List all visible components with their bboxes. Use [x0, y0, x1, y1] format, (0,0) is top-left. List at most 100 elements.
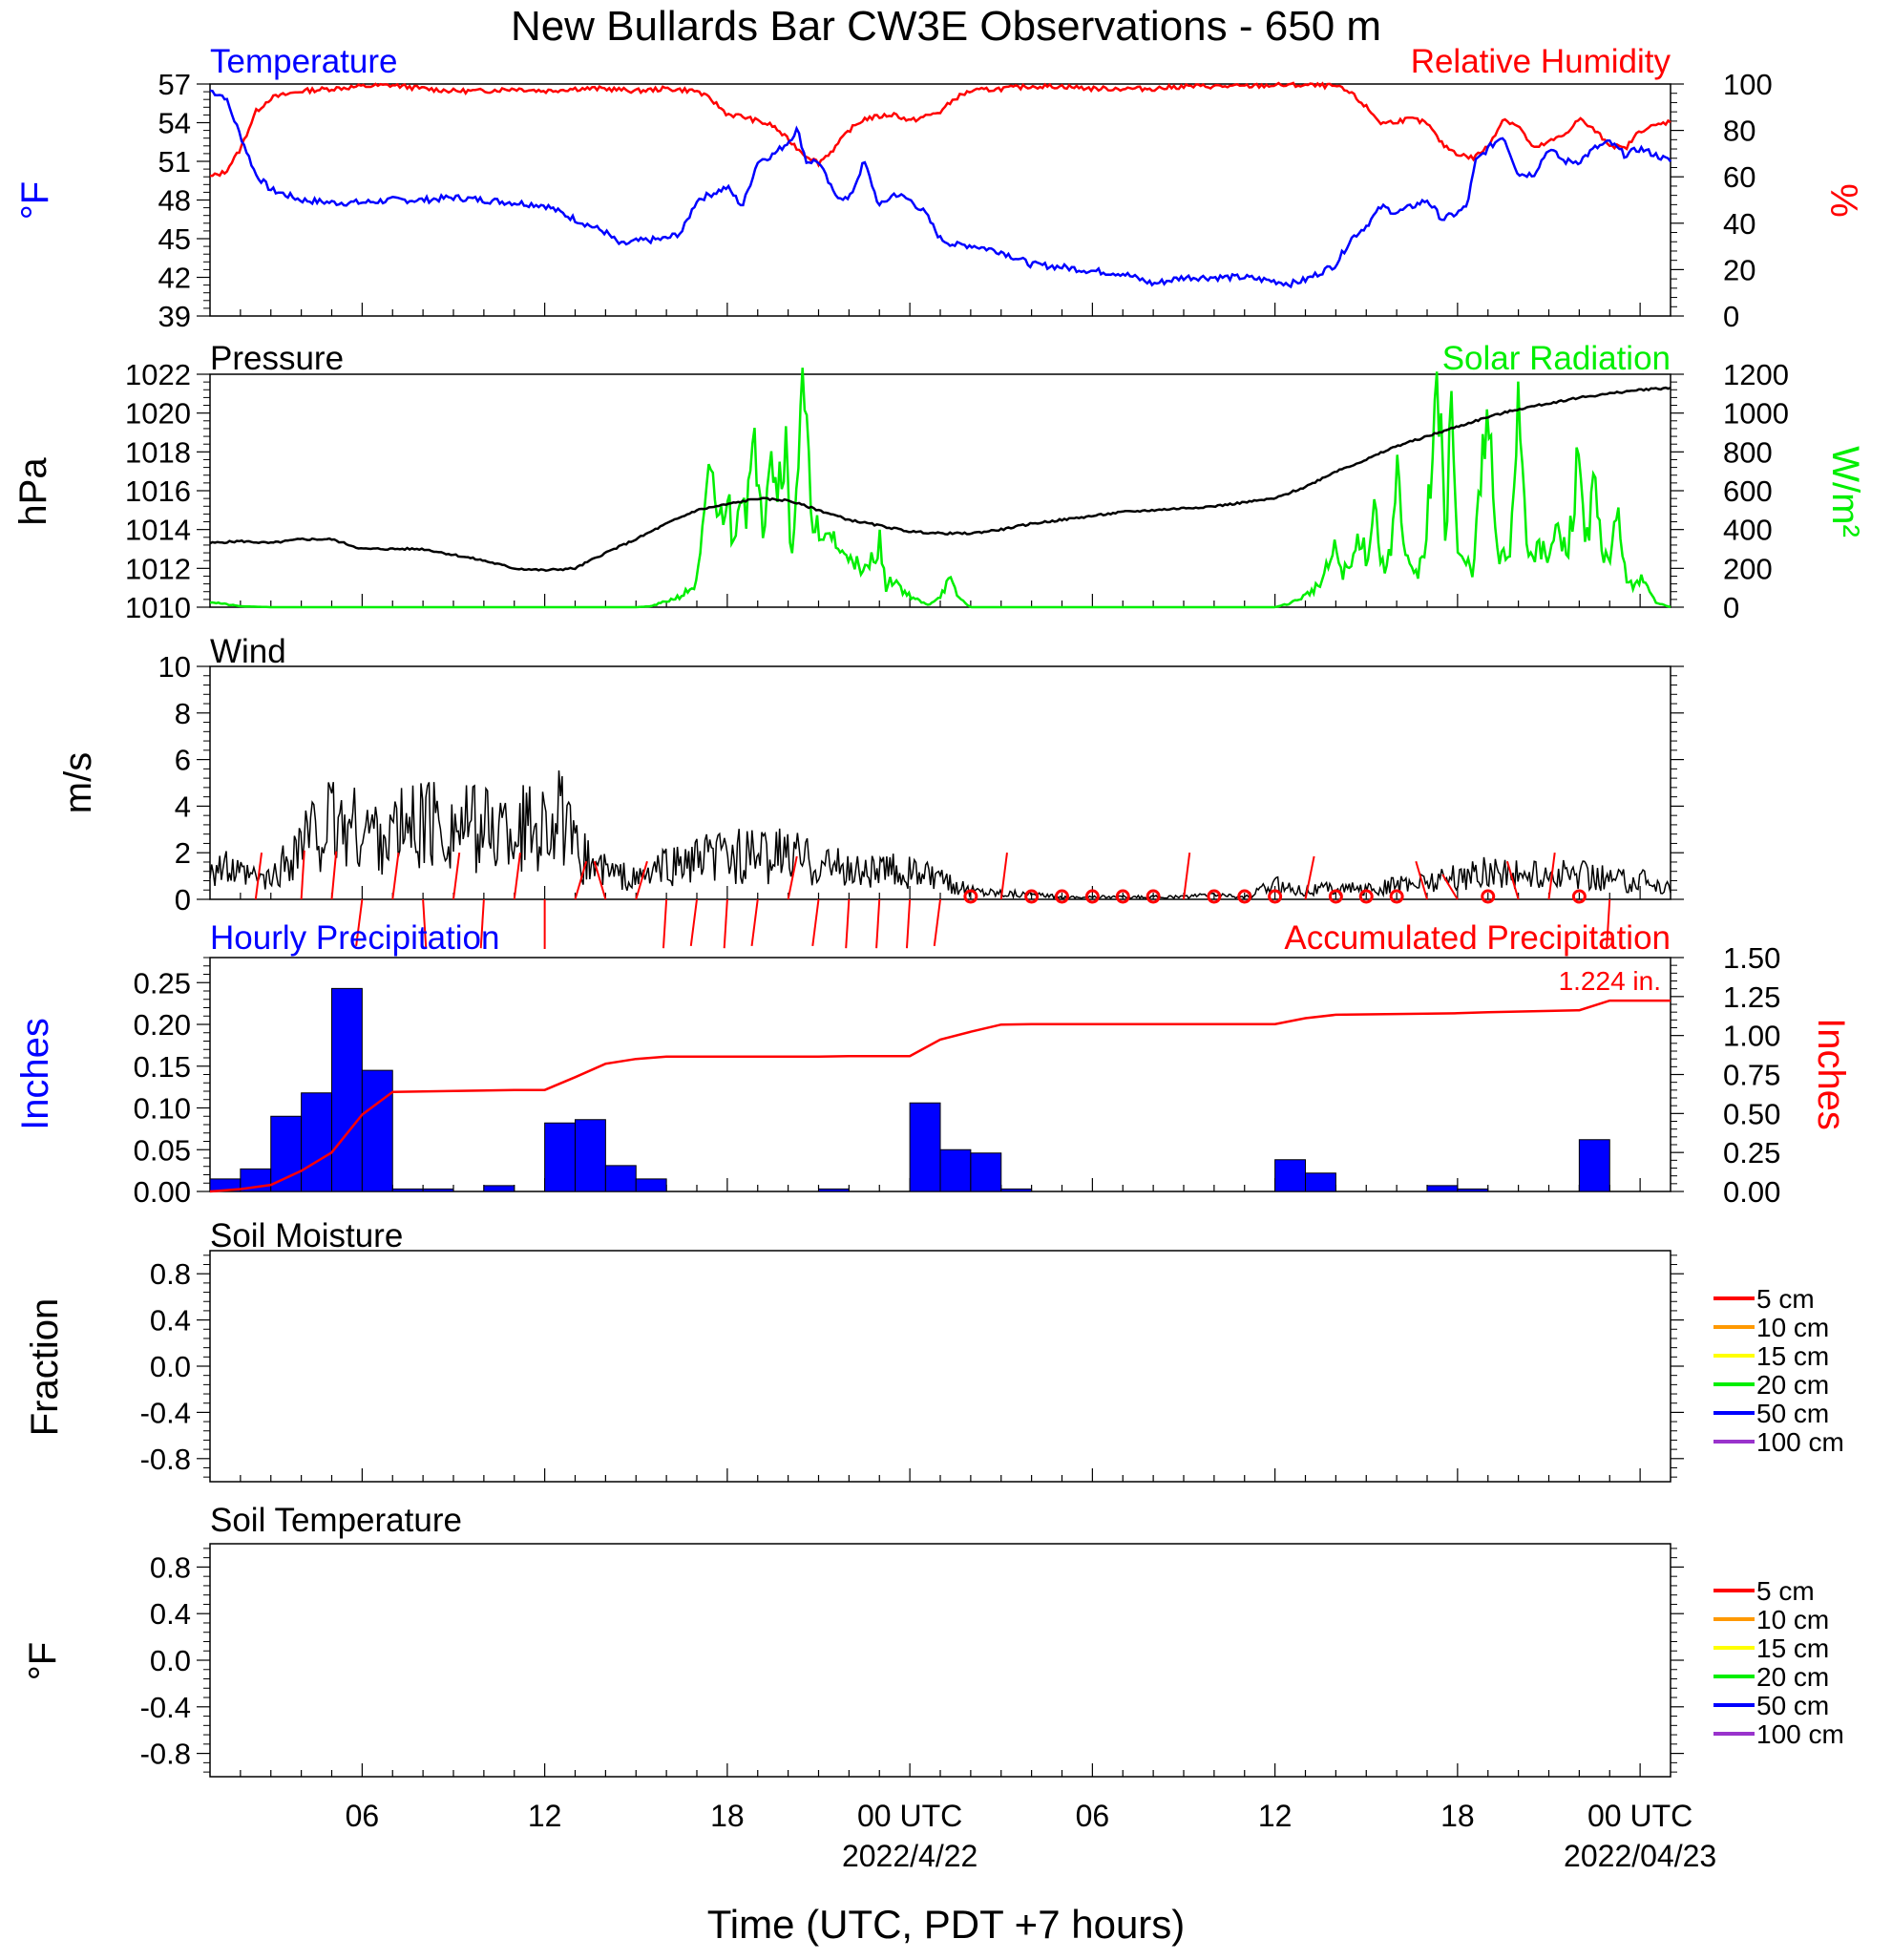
legend-label: 100 cm	[1756, 1719, 1844, 1749]
soil-moisture-panel: Soil Moisture Fraction -0.8 -0.4 0.0 0.4 0.8…	[24, 1217, 1844, 1483]
pressure-solar-panel: Pressure Solar Radiation hPa W/m² 101010…	[12, 340, 1866, 624]
y2-tick-label: 600	[1723, 474, 1773, 508]
soil-moisture-unit: Fraction	[24, 1298, 66, 1437]
precip-bar	[818, 1188, 850, 1192]
y2-tick-label: 0	[1723, 591, 1739, 624]
legend-label: 100 cm	[1756, 1427, 1844, 1457]
wind-barb	[391, 853, 400, 900]
precip-bar	[909, 1102, 941, 1192]
y2-tick-label: 80	[1723, 115, 1755, 148]
wind-barb-calm	[963, 889, 978, 904]
figure-title: New Bullards Bar CW3E Observations - 650…	[511, 3, 1381, 50]
x-axis-tick-labels: 06 12 18 00 UTC 2022/4/22 06 12 18 00 UTC 2022/04…	[346, 1799, 1717, 1873]
y-tick-label: 6	[175, 744, 191, 777]
y-tick-label: 0.00	[134, 1175, 191, 1209]
wind-barb	[1183, 853, 1191, 900]
wind-barb	[635, 860, 648, 900]
precip-bar	[391, 1188, 424, 1192]
pressure-solar-plot: 1010 1012 1014 1016 1018 1020 1022 0 200 400 600 80…	[125, 358, 1789, 624]
legend-label: 20 cm	[1756, 1662, 1829, 1692]
wind-unit: m/s	[57, 752, 99, 813]
wind-barb-calm	[1571, 889, 1587, 904]
wind-barb	[452, 853, 461, 900]
wind-barb-calm	[1328, 889, 1343, 904]
wind-title: Wind	[210, 633, 286, 670]
y-tick-label: 54	[158, 107, 191, 140]
y2-tick-label: 0.75	[1723, 1059, 1780, 1092]
precip-bar	[331, 987, 363, 1192]
wind-barb	[1547, 853, 1556, 900]
y-tick-label: 1018	[125, 435, 191, 469]
precip-bar	[604, 1165, 637, 1192]
y2-tick-label: 1.25	[1723, 980, 1780, 1014]
wind-barb	[422, 898, 428, 949]
pressure-title: Pressure	[210, 340, 344, 377]
wind-line	[209, 769, 1671, 900]
wind-barb	[254, 853, 263, 900]
legend-label: 50 cm	[1756, 1691, 1829, 1720]
wind-barb	[1505, 860, 1520, 900]
solar-title: Solar Radiation	[1442, 340, 1671, 377]
precip-bar	[544, 1122, 576, 1192]
wind-plot: 0 2 4 6 8 10	[158, 650, 1684, 949]
solar-unit: W/m²	[1824, 446, 1866, 537]
precip-bar	[1578, 1139, 1610, 1192]
y2-tick-label: 200	[1723, 552, 1773, 585]
y-tick-label: 39	[158, 300, 191, 333]
humidity-unit: %	[1822, 183, 1864, 218]
wind-barb-calm	[1024, 889, 1040, 904]
precip-bar	[422, 1188, 454, 1192]
precip-bar	[270, 1115, 303, 1192]
solar-line	[209, 368, 1671, 609]
y-tick-label: 51	[158, 145, 191, 179]
accum-total-label: 1.224 in.	[1559, 966, 1661, 996]
y-tick-label: 0.0	[150, 1350, 191, 1383]
y2-tick-label: 0.00	[1723, 1175, 1780, 1209]
wind-barb	[689, 898, 698, 946]
precipitation-plot: 0.00 0.05 0.10 0.15 0.20 0.25 0.00 0.25 0.50 0.75…	[134, 941, 1781, 1209]
y-tick-label: -0.4	[140, 1691, 191, 1724]
accum-precip-line	[209, 999, 1671, 1193]
y2-tick-label: 800	[1723, 435, 1773, 469]
temperature-line	[209, 89, 1671, 289]
wind-barb	[787, 855, 798, 900]
y-tick-label: 0.15	[134, 1050, 191, 1084]
wind-barb-calm	[1481, 889, 1496, 904]
wind-barb-calm	[1146, 889, 1161, 904]
temperature-unit: °F	[14, 181, 56, 220]
legend-label: 10 cm	[1756, 1605, 1829, 1634]
legend-label: 5 cm	[1756, 1284, 1815, 1314]
soil-temperature-title: Soil Temperature	[210, 1502, 462, 1539]
y-tick-label: 48	[158, 184, 191, 218]
x-tick-label: 18	[1440, 1799, 1475, 1833]
precip-bar	[1305, 1172, 1336, 1192]
y-tick-label: -0.4	[140, 1396, 191, 1429]
y2-tick-label: 1000	[1723, 397, 1789, 431]
y-tick-label: 1010	[125, 591, 191, 624]
y-tick-label: 8	[175, 697, 191, 730]
y2-tick-label: 1.50	[1723, 941, 1780, 975]
precip-bar	[1274, 1159, 1306, 1192]
legend-label: 20 cm	[1756, 1370, 1829, 1400]
y-tick-label: 4	[175, 790, 191, 823]
x-tick-date: 2022/4/22	[842, 1839, 978, 1873]
x-tick-date: 2022/04/23	[1564, 1839, 1716, 1873]
y-tick-label: 45	[158, 222, 191, 256]
y-tick-label: 1014	[125, 514, 191, 547]
y-tick-label: 0.0	[150, 1644, 191, 1677]
wind-barb	[479, 898, 485, 949]
y2-tick-label: 20	[1723, 253, 1755, 286]
y-tick-label: 0.8	[150, 1550, 191, 1584]
wind-barb-calm	[1268, 889, 1283, 904]
wind-barb	[933, 898, 941, 946]
y-tick-label: 57	[158, 68, 191, 101]
legend-label: 15 cm	[1756, 1633, 1829, 1663]
humidity-line	[210, 81, 1671, 178]
x-axis-label: Time (UTC, PDT +7 hours)	[707, 1902, 1186, 1947]
legend-label: 10 cm	[1756, 1313, 1829, 1342]
accum-precip-title: Accumulated Precipitation	[1284, 919, 1671, 957]
wind-barb	[845, 898, 851, 949]
wind-barb-calm	[1389, 889, 1404, 904]
y-tick-label: -0.8	[140, 1738, 191, 1771]
